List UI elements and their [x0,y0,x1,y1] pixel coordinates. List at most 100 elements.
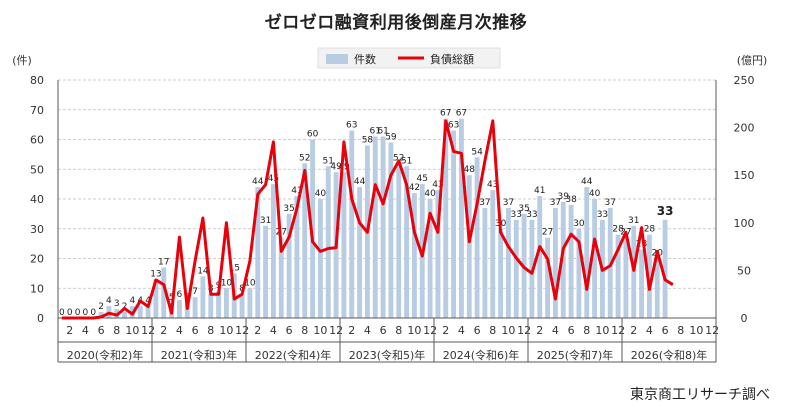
bar-data-label: 61 [377,127,388,137]
bar-data-label: 42 [409,183,420,193]
bar-data-label: 49 [338,162,350,172]
x-tick-label: 6 [286,324,293,337]
x-tick-label: 8 [489,324,496,337]
bar [427,199,433,318]
x-tick-label: 4 [364,324,371,337]
y-left-tick-label: 80 [30,74,44,87]
x-tick-label: 6 [380,324,387,337]
bar-data-label: 51 [323,156,334,166]
bar [122,312,128,318]
bar-data-label: 28 [612,225,624,235]
bar [411,193,417,318]
x-tick-label: 4 [552,324,559,337]
bar [239,294,245,318]
bar [451,130,457,318]
bar-data-label: 44 [252,177,264,187]
x-tick-label: 12 [517,324,531,337]
bar-data-label: 0 [75,308,81,318]
legend-line-label: 負債総額 [430,52,474,66]
bar-data-label: 10 [221,278,233,288]
bar [388,142,394,318]
x-tick-label: 4 [270,324,277,337]
bar [560,201,566,318]
line-series-path [61,119,674,320]
x-tick-label: 2 [66,324,73,337]
bar [98,312,104,318]
bar-data-label: 58 [362,135,374,145]
bar-data-label: 44 [581,177,593,187]
y-left-tick-label: 0 [37,312,44,325]
bar-data-label: 39 [558,192,570,202]
x-tick-label: 6 [662,324,669,337]
y-right-tick-label: 50 [737,264,751,277]
y-left-tick-label: 50 [30,163,44,176]
bar [153,279,159,318]
y-left-tick-label: 60 [30,134,44,147]
x-tick-label: 10 [407,324,421,337]
bar-data-label: 0 [83,308,89,318]
bar [357,187,363,318]
bar-data-label: 4 [130,296,136,306]
bar-data-label: 31 [260,216,271,226]
bar-data-label: 51 [401,156,412,166]
year-label: 2025(令和7)年 [537,348,614,362]
x-tick-label: 12 [423,324,437,337]
y-right-axis-label: (億円) [737,54,768,67]
bar [216,291,222,318]
bar-data-label: 40 [424,189,436,199]
bar [223,288,229,318]
x-tick-label: 8 [677,324,684,337]
bar [294,196,300,318]
year-label: 2026(令和8)年 [631,348,708,362]
x-tick-label: 12 [141,324,155,337]
bar [545,237,551,318]
legend-bar-swatch [326,54,348,64]
bar [372,136,378,318]
legend: 件数 負債総額 [317,47,501,69]
bar [584,187,590,318]
year-label: 2021(令和3)年 [161,348,238,362]
bar-data-label: 40 [315,189,327,199]
bar [552,207,558,318]
bar-data-label: 67 [456,109,467,119]
bar [349,130,355,318]
year-label: 2020(令和2)年 [67,348,144,362]
y-left-tick-label: 30 [30,223,44,236]
bar [576,228,582,318]
bar-data-label: 37 [605,198,616,208]
bar [639,249,645,318]
bar [255,187,261,318]
line-series [61,119,674,320]
x-tick-label: 2 [442,324,449,337]
bar [270,184,276,318]
y-right-tick-label: 100 [734,217,755,230]
x-tick-label: 8 [207,324,214,337]
bar [474,157,480,318]
bar [247,288,253,318]
bar [317,199,323,318]
bar-data-label: 45 [268,174,279,184]
y-left-axis-label: (件) [12,54,32,67]
bar [380,136,386,318]
bar [176,300,182,318]
bar [646,234,652,318]
x-tick-label: 10 [501,324,515,337]
y-right-tick-label: 150 [734,169,755,182]
bar-data-label: 37 [503,198,514,208]
bar-data-label: 4 [106,296,112,306]
bar-data-label: 2 [98,302,104,312]
bar [662,219,668,318]
x-tick-label: 8 [395,324,402,337]
bar-data-label: 54 [471,147,483,157]
bar-data-label: 48 [464,165,476,175]
bar-data-label: 61 [370,127,381,137]
bar [615,234,621,318]
bar [404,166,410,318]
bar-data-label: 40 [589,189,601,199]
bar-data-label: 37 [479,198,490,208]
bar-data-label: 31 [628,216,639,226]
x-tick-label: 6 [192,324,199,337]
bar-data-label: 33 [511,210,522,220]
bar-data-label: 43 [432,180,443,190]
bar [482,207,488,318]
